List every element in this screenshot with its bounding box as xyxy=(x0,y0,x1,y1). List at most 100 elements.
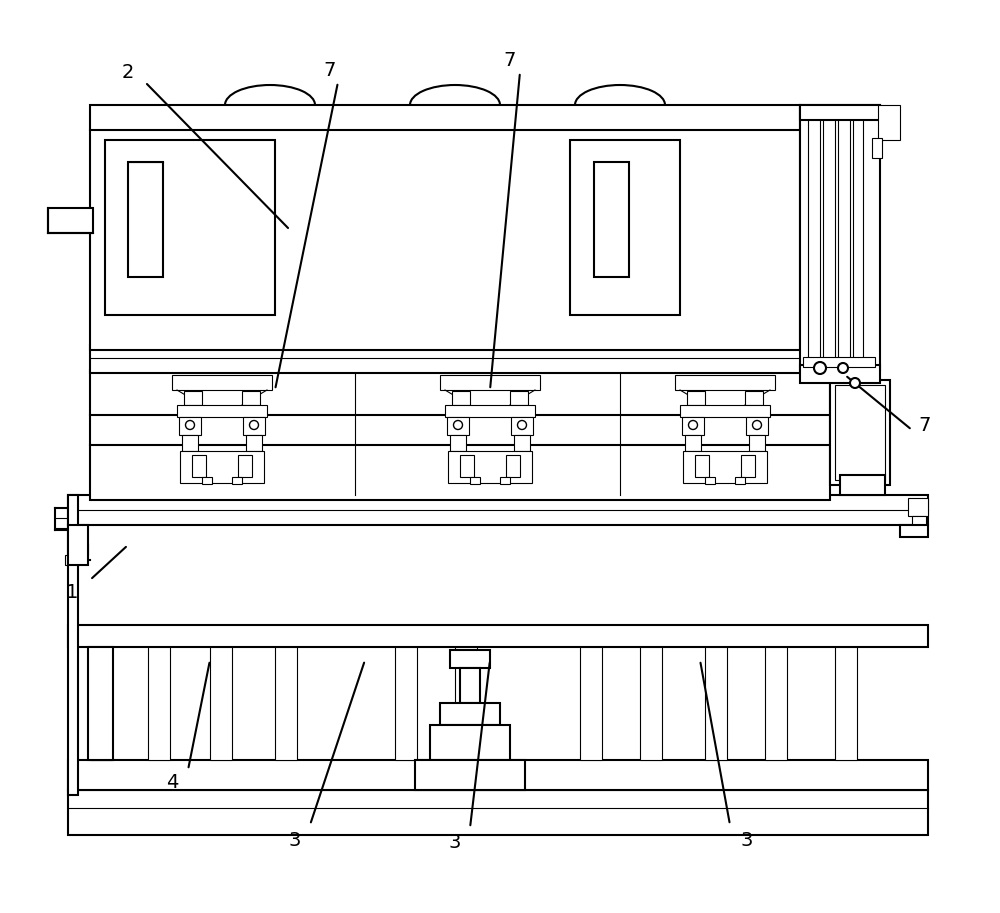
Bar xyxy=(172,375,272,390)
Bar xyxy=(823,115,835,360)
Circle shape xyxy=(250,421,258,429)
Bar xyxy=(68,495,928,525)
Bar xyxy=(745,391,763,405)
Bar xyxy=(232,477,242,484)
Bar xyxy=(445,405,535,417)
Bar xyxy=(746,417,768,435)
Circle shape xyxy=(454,421,462,429)
Circle shape xyxy=(186,421,194,429)
Bar xyxy=(687,391,705,405)
Bar xyxy=(68,760,928,790)
Bar xyxy=(741,455,755,477)
Bar xyxy=(683,451,767,483)
Bar xyxy=(765,647,787,760)
Bar xyxy=(510,391,528,405)
Bar xyxy=(800,105,880,370)
Bar xyxy=(800,105,880,120)
Bar xyxy=(455,647,477,760)
Bar xyxy=(90,105,800,350)
Bar xyxy=(238,455,252,477)
Bar xyxy=(594,162,629,277)
Bar xyxy=(177,405,267,417)
Bar xyxy=(415,760,525,790)
Bar xyxy=(68,525,88,565)
Bar xyxy=(68,625,928,647)
Circle shape xyxy=(850,378,860,388)
Bar xyxy=(88,647,113,760)
Bar xyxy=(179,417,201,435)
Bar xyxy=(440,703,500,725)
Bar xyxy=(872,138,882,158)
Bar xyxy=(705,477,715,484)
Bar xyxy=(840,475,885,495)
Bar xyxy=(210,647,232,760)
Bar xyxy=(184,391,202,405)
Bar xyxy=(460,668,480,703)
Bar xyxy=(682,417,704,435)
Bar xyxy=(55,518,73,528)
Bar xyxy=(90,345,830,373)
Bar xyxy=(182,435,198,451)
Circle shape xyxy=(838,363,848,373)
Bar xyxy=(447,417,469,435)
Text: 7: 7 xyxy=(504,50,516,69)
Bar xyxy=(803,357,875,367)
Text: 2: 2 xyxy=(122,62,134,81)
Bar xyxy=(128,162,163,277)
Bar xyxy=(180,451,264,483)
Bar xyxy=(65,555,79,565)
Bar xyxy=(580,647,602,760)
Bar xyxy=(395,647,417,760)
Text: 4: 4 xyxy=(166,772,178,792)
Bar xyxy=(506,455,520,477)
Bar xyxy=(640,647,662,760)
Circle shape xyxy=(518,421,526,429)
Text: 1: 1 xyxy=(66,582,78,602)
Bar xyxy=(192,455,206,477)
Bar xyxy=(275,647,297,760)
Bar xyxy=(430,725,510,760)
Circle shape xyxy=(688,421,698,429)
Bar xyxy=(835,385,885,480)
Bar xyxy=(440,375,540,390)
Bar xyxy=(878,105,900,140)
Bar xyxy=(835,647,857,760)
Bar xyxy=(675,375,775,390)
Bar xyxy=(853,115,863,360)
Bar xyxy=(452,391,470,405)
Text: 7: 7 xyxy=(919,415,931,435)
Bar xyxy=(808,115,820,360)
Circle shape xyxy=(814,362,826,374)
Bar xyxy=(243,417,265,435)
Bar xyxy=(148,647,170,760)
Bar xyxy=(90,647,112,760)
Bar xyxy=(90,370,830,500)
Bar xyxy=(800,365,880,383)
Bar xyxy=(448,451,532,483)
Bar xyxy=(511,417,533,435)
Bar xyxy=(830,380,890,485)
Text: 3: 3 xyxy=(449,833,461,852)
Text: 3: 3 xyxy=(741,831,753,849)
Bar xyxy=(242,391,260,405)
Bar xyxy=(514,435,530,451)
Bar xyxy=(48,208,93,233)
Bar xyxy=(705,647,727,760)
Bar xyxy=(68,495,78,795)
Bar xyxy=(76,543,88,555)
Text: 3: 3 xyxy=(289,831,301,849)
Bar xyxy=(450,435,466,451)
Bar xyxy=(749,435,765,451)
Bar xyxy=(695,455,709,477)
Bar xyxy=(908,498,928,516)
Bar xyxy=(912,516,926,526)
Bar xyxy=(680,405,770,417)
Bar xyxy=(68,790,928,835)
Circle shape xyxy=(753,421,762,429)
Bar xyxy=(900,525,928,537)
Bar xyxy=(246,435,262,451)
Bar xyxy=(570,140,680,315)
Bar xyxy=(450,650,490,668)
Bar xyxy=(202,477,212,484)
Bar xyxy=(460,455,474,477)
